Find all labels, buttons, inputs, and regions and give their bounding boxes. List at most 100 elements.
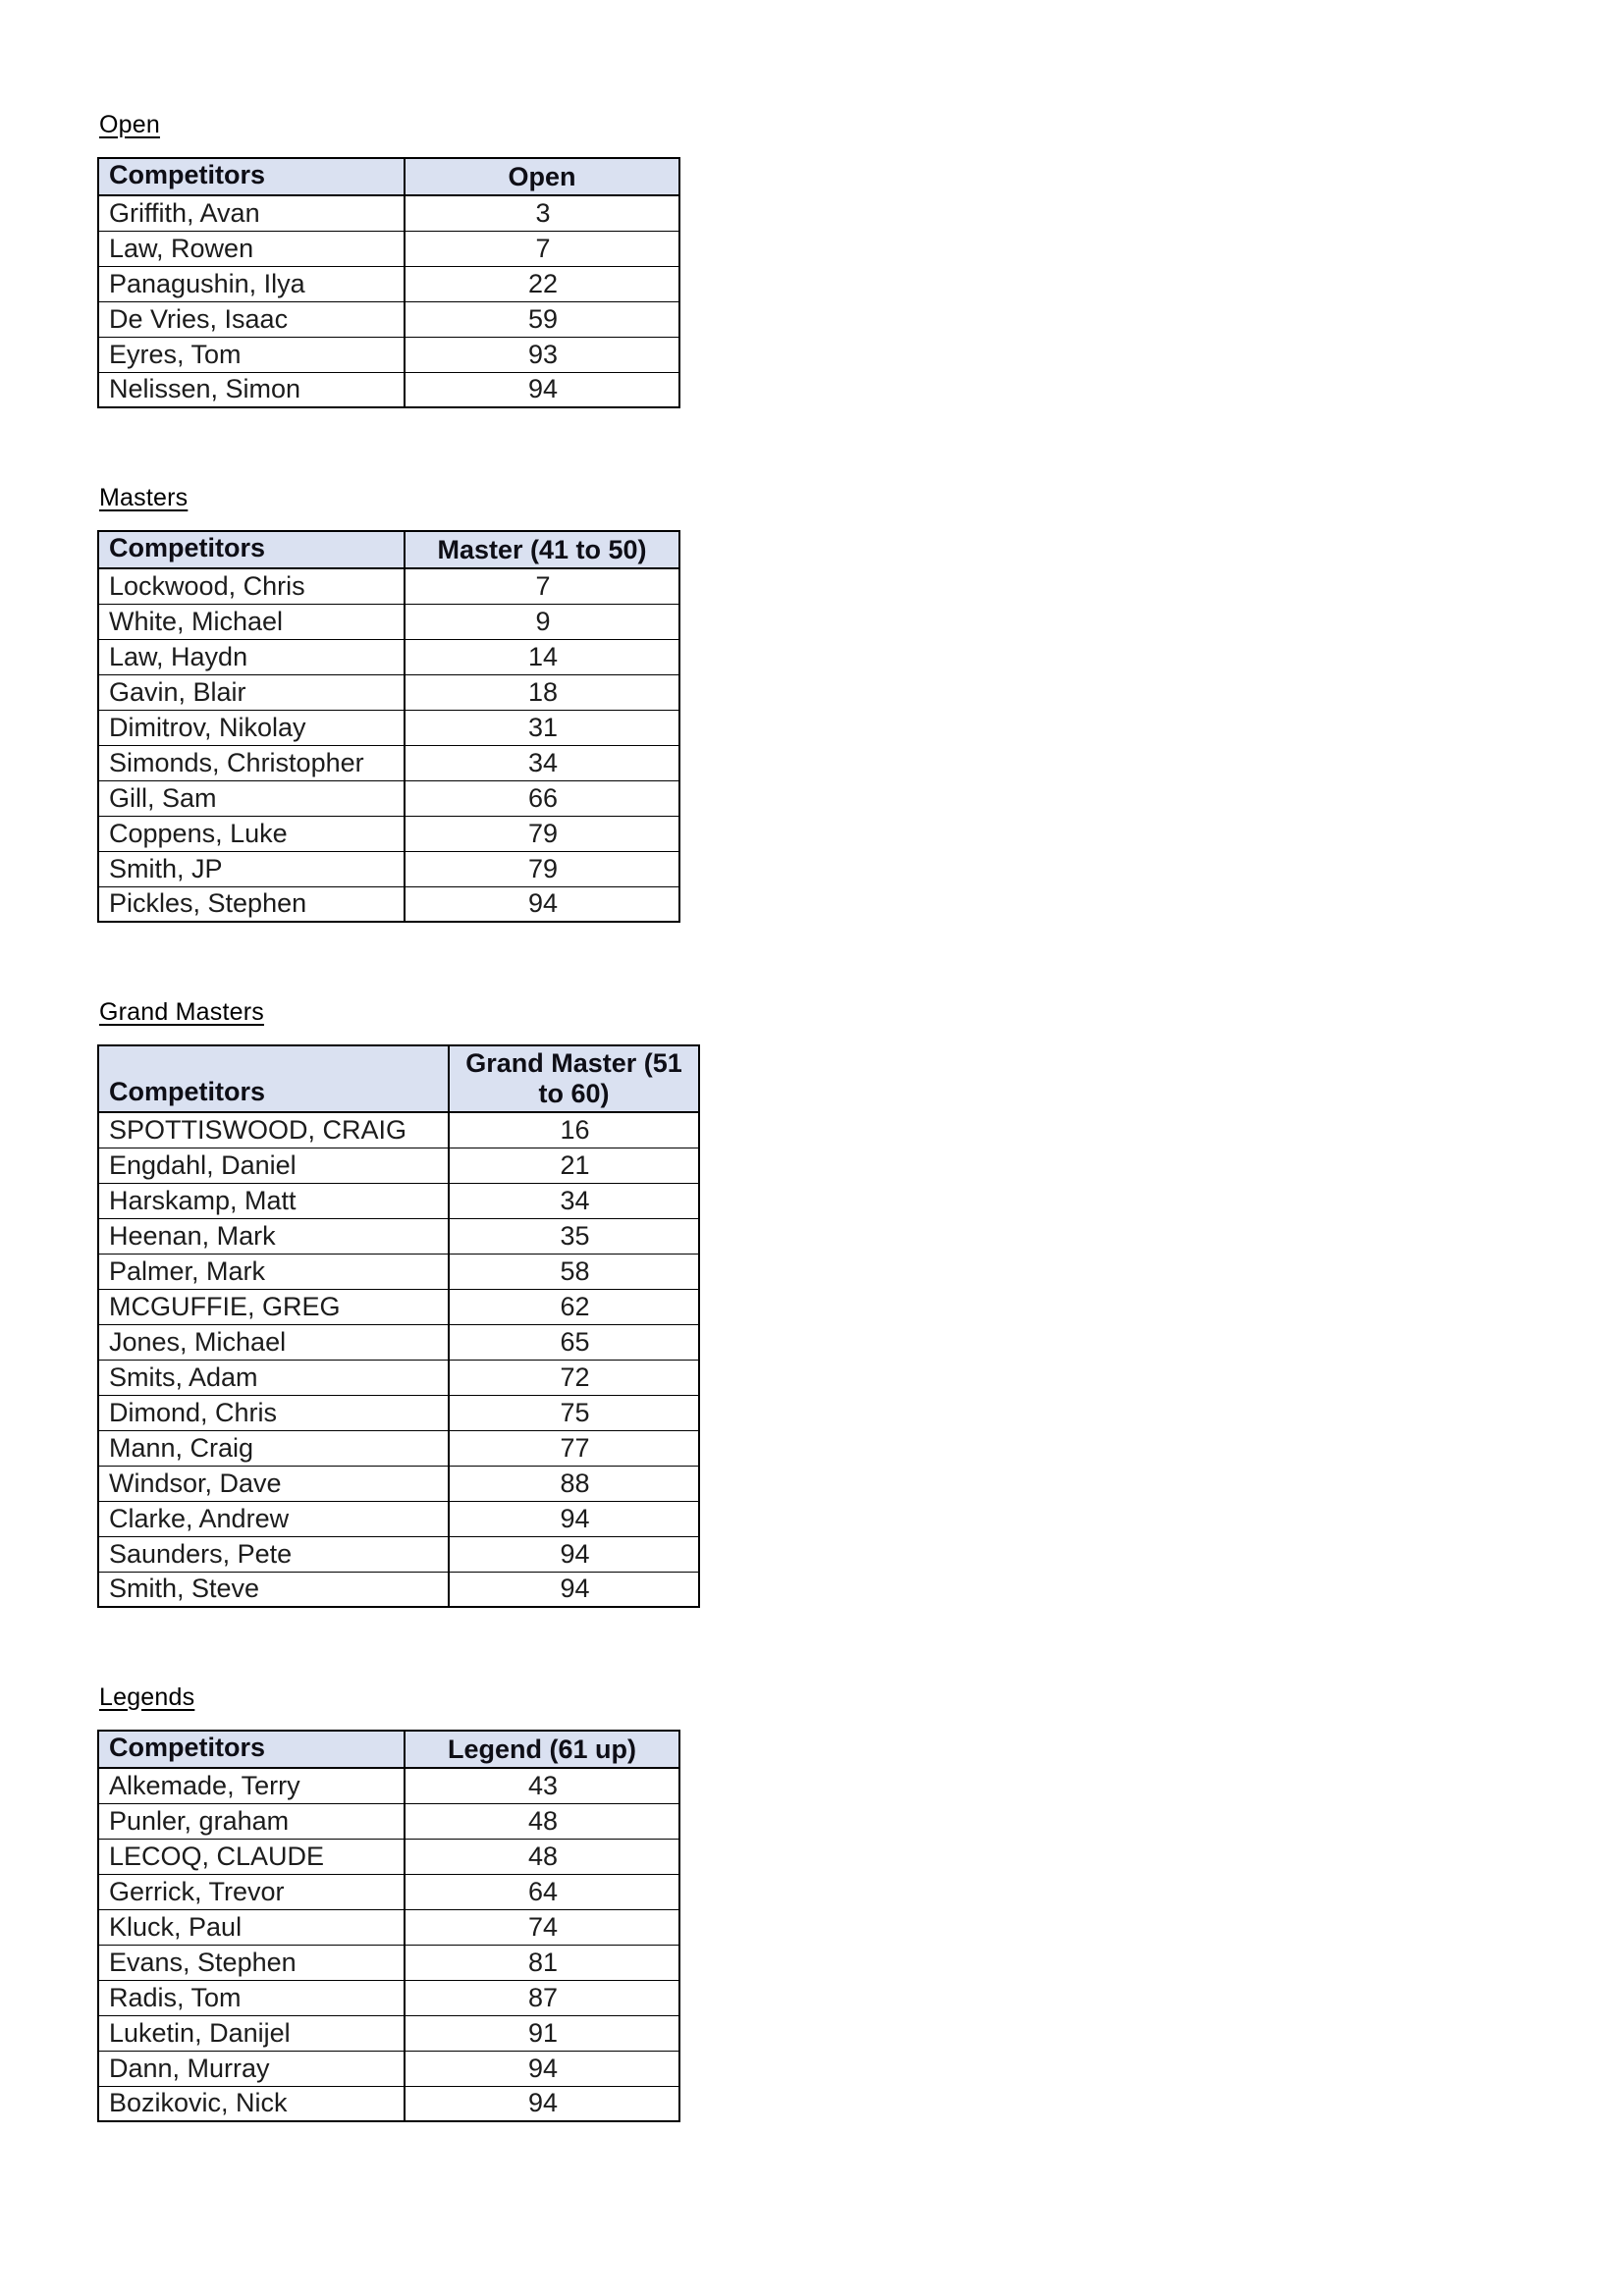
table-row: Bozikovic, Nick 94: [97, 2085, 680, 2122]
competitor-score-cell: 16: [448, 1111, 700, 1148]
competitor-name-cell: Nelissen, Simon: [97, 371, 406, 408]
competitor-score-cell: 58: [448, 1253, 700, 1290]
section-open: Open Competitors Open Griffith, Avan 3 Law, R…: [97, 110, 1624, 408]
competitor-name-cell: SPOTTISWOOD, CRAIG: [97, 1111, 450, 1148]
competitor-name-cell: Evans, Stephen: [97, 1944, 406, 1981]
competitor-name-cell: Gerrick, Trevor: [97, 1873, 406, 1910]
competitor-score-cell: 94: [404, 885, 680, 923]
competitor-score-cell: 72: [448, 1359, 700, 1396]
competitor-score-cell: 48: [404, 1802, 680, 1840]
competitors-column-header: Competitors: [97, 530, 406, 569]
competitor-name-cell: Luketin, Danijel: [97, 2014, 406, 2052]
competitor-name-cell: Panagushin, Ilya: [97, 265, 406, 302]
category-column-header: Grand Master (51 to 60): [448, 1044, 700, 1113]
competitor-name-cell: Eyres, Tom: [97, 336, 406, 373]
table-row: Radis, Tom 87: [97, 1979, 680, 2016]
competitor-score-cell: 59: [404, 300, 680, 338]
competitor-name-cell: Law, Haydn: [97, 638, 406, 675]
competitor-score-cell: 79: [404, 815, 680, 852]
table-row: Eyres, Tom 93: [97, 336, 680, 373]
competitor-score-cell: 65: [448, 1323, 700, 1361]
competitor-score-cell: 21: [448, 1147, 700, 1184]
competitor-score-cell: 94: [404, 2085, 680, 2122]
competitor-score-cell: 79: [404, 850, 680, 887]
table-row: Evans, Stephen 81: [97, 1944, 680, 1981]
competitor-score-cell: 94: [448, 1500, 700, 1537]
competitor-name-cell: Heenan, Mark: [97, 1217, 450, 1255]
table-row: Simonds, Christopher 34: [97, 744, 680, 781]
competitors-column-header: Competitors: [97, 157, 406, 196]
table-row: Saunders, Pete 94: [97, 1535, 700, 1573]
competitor-name-cell: Jones, Michael: [97, 1323, 450, 1361]
competitor-score-cell: 9: [404, 603, 680, 640]
table-row: SPOTTISWOOD, CRAIG 16: [97, 1111, 700, 1148]
category-column-header: Open: [404, 157, 680, 196]
table-row: Kluck, Paul 74: [97, 1908, 680, 1946]
table-row: Dimitrov, Nikolay 31: [97, 709, 680, 746]
section-heading-legends: Legends: [99, 1683, 195, 1711]
competitor-score-cell: 7: [404, 567, 680, 605]
table-row: Nelissen, Simon 94: [97, 371, 680, 408]
legends-results-table: Competitors Legend (61 up) Alkemade, Terry…: [97, 1730, 680, 2122]
competitor-name-cell: Punler, graham: [97, 1802, 406, 1840]
table-row: Jones, Michael 65: [97, 1323, 700, 1361]
competitors-column-header: Competitors: [97, 1730, 406, 1769]
competitor-score-cell: 94: [404, 371, 680, 408]
competitor-score-cell: 87: [404, 1979, 680, 2016]
competitor-score-cell: 93: [404, 336, 680, 373]
table-row: Luketin, Danijel 91: [97, 2014, 680, 2052]
section-heading-open: Open: [99, 111, 160, 138]
table-row: Lockwood, Chris 7: [97, 567, 680, 605]
table-row: Panagushin, Ilya 22: [97, 265, 680, 302]
competitor-score-cell: 62: [448, 1288, 700, 1325]
competitor-name-cell: Bozikovic, Nick: [97, 2085, 406, 2122]
table-row: Clarke, Andrew 94: [97, 1500, 700, 1537]
section-masters: Masters Competitors Master (41 to 50) Lockw…: [97, 483, 1624, 923]
table-row: Mann, Craig 77: [97, 1429, 700, 1467]
table-row: Windsor, Dave 88: [97, 1465, 700, 1502]
table-row: Dann, Murray 94: [97, 2050, 680, 2087]
table-header-row: Competitors Open: [97, 157, 680, 196]
competitor-name-cell: Alkemade, Terry: [97, 1767, 406, 1804]
competitor-score-cell: 22: [404, 265, 680, 302]
table-row: MCGUFFIE, GREG 62: [97, 1288, 700, 1325]
category-column-header: Master (41 to 50): [404, 530, 680, 569]
competitor-name-cell: Law, Rowen: [97, 230, 406, 267]
competitor-name-cell: White, Michael: [97, 603, 406, 640]
grand-masters-results-table: Competitors Grand Master (51 to 60) SPOTTI…: [97, 1044, 700, 1608]
competitor-score-cell: 31: [404, 709, 680, 746]
competitor-score-cell: 94: [404, 2050, 680, 2087]
competitor-score-cell: 34: [448, 1182, 700, 1219]
competitor-score-cell: 75: [448, 1394, 700, 1431]
competitor-name-cell: Smith, Steve: [97, 1571, 450, 1608]
competitor-score-cell: 34: [404, 744, 680, 781]
competitor-score-cell: 91: [404, 2014, 680, 2052]
competitor-name-cell: Dimitrov, Nikolay: [97, 709, 406, 746]
competitor-score-cell: 66: [404, 779, 680, 817]
competitor-name-cell: Gavin, Blair: [97, 673, 406, 711]
competitor-score-cell: 48: [404, 1838, 680, 1875]
table-header-row: Competitors Legend (61 up): [97, 1730, 680, 1769]
competitor-score-cell: 74: [404, 1908, 680, 1946]
competitor-name-cell: Dimond, Chris: [97, 1394, 450, 1431]
competitors-column-header: Competitors: [97, 1044, 450, 1113]
table-row: Heenan, Mark 35: [97, 1217, 700, 1255]
competitor-name-cell: De Vries, Isaac: [97, 300, 406, 338]
competitor-score-cell: 81: [404, 1944, 680, 1981]
table-row: Engdahl, Daniel 21: [97, 1147, 700, 1184]
table-row: Dimond, Chris 75: [97, 1394, 700, 1431]
competitor-name-cell: Saunders, Pete: [97, 1535, 450, 1573]
competitor-name-cell: Mann, Craig: [97, 1429, 450, 1467]
table-row: Palmer, Mark 58: [97, 1253, 700, 1290]
section-heading-grand-masters: Grand Masters: [99, 998, 264, 1026]
competitor-name-cell: Gill, Sam: [97, 779, 406, 817]
competitor-score-cell: 18: [404, 673, 680, 711]
competitor-name-cell: Dann, Murray: [97, 2050, 406, 2087]
section-legends: Legends Competitors Legend (61 up) Alkemade…: [97, 1682, 1624, 2122]
competitor-score-cell: 7: [404, 230, 680, 267]
table-row: Gerrick, Trevor 64: [97, 1873, 680, 1910]
competitor-score-cell: 64: [404, 1873, 680, 1910]
competitor-name-cell: Smith, JP: [97, 850, 406, 887]
table-row: Alkemade, Terry 43: [97, 1767, 680, 1804]
